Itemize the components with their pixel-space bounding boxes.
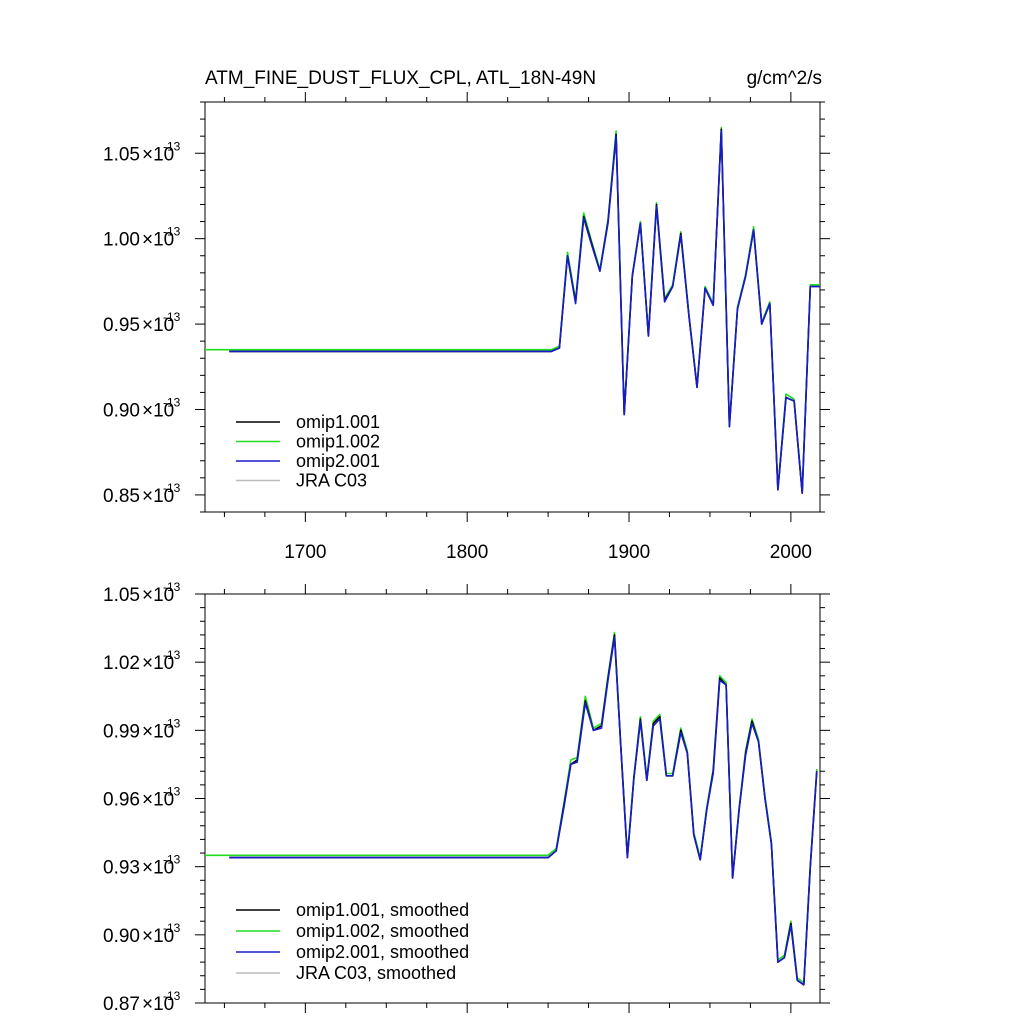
legend-label-omip1-001-smoothed: omip1.001, smoothed: [296, 900, 469, 920]
legend-label-omip2-001-smoothed: omip2.001, smoothed: [296, 942, 469, 962]
x-tick-label: 1800: [446, 542, 488, 563]
y-tick-label: 0.85: [103, 486, 140, 507]
y-tick-exponent: -13: [163, 921, 181, 935]
y-tick-label: 0.90: [103, 401, 140, 422]
chart-units: g/cm^2/s: [747, 68, 822, 89]
y-tick-times: ×10: [142, 401, 174, 422]
y-tick-label: 1.05: [103, 144, 140, 165]
y-tick-exponent: -13: [163, 853, 181, 867]
legend-label-omip1-001: omip1.001: [296, 412, 380, 432]
y-tick-exponent: -13: [163, 648, 181, 662]
y-tick-times: ×10: [142, 486, 174, 507]
legend-label-jra-c03-smoothed: JRA C03, smoothed: [296, 963, 456, 983]
y-tick-label: 0.90: [103, 926, 140, 947]
x-tick-label: 2000: [770, 542, 812, 563]
y-tick-times: ×10: [142, 858, 174, 879]
y-tick-label: 1.05: [103, 585, 140, 606]
y-tick-times: ×10: [142, 653, 174, 674]
y-tick-exponent: -13: [163, 310, 181, 324]
bottom-panel: 0.87 ×10-130.90 ×10-130.93 ×10-130.96 ×10-13…: [103, 580, 830, 1015]
y-tick-label: 1.02: [103, 653, 140, 674]
y-tick-times: ×10: [142, 585, 174, 606]
y-tick-times: ×10: [142, 315, 174, 336]
y-tick-exponent: -13: [163, 580, 181, 594]
legend-label-jra-c03: JRA C03: [296, 471, 367, 491]
y-tick-exponent: -13: [163, 716, 181, 730]
y-tick-exponent: -13: [163, 481, 181, 495]
y-tick-exponent: -13: [163, 396, 181, 410]
y-tick-times: ×10: [142, 994, 174, 1015]
y-tick-times: ×10: [142, 926, 174, 947]
x-tick-label: 1900: [608, 542, 650, 563]
y-tick-times: ×10: [142, 790, 174, 811]
y-tick-label: 0.93: [103, 858, 140, 879]
series-line-omip2-001-smoothed: [229, 636, 818, 986]
y-tick-label: 1.00: [103, 230, 140, 251]
y-tick-label: 0.99: [103, 721, 140, 742]
y-tick-times: ×10: [142, 230, 174, 251]
legend-label-omip1-002: omip1.002: [296, 432, 380, 452]
y-tick-times: ×10: [142, 144, 174, 165]
x-tick-label: 1700: [284, 542, 326, 563]
y-tick-exponent: -13: [163, 785, 181, 799]
series-line-omip2-001: [229, 130, 820, 495]
y-tick-label: 0.96: [103, 790, 140, 811]
y-tick-exponent: -13: [163, 989, 181, 1003]
legend-label-omip2-001: omip2.001: [296, 451, 380, 471]
y-tick-exponent: -13: [163, 225, 181, 239]
y-tick-exponent: -13: [163, 139, 181, 153]
y-tick-label: 0.87: [103, 994, 140, 1015]
legend-label-omip1-002-smoothed: omip1.002, smoothed: [296, 921, 469, 941]
y-tick-times: ×10: [142, 721, 174, 742]
y-tick-label: 0.95: [103, 315, 140, 336]
chart-title: ATM_FINE_DUST_FLUX_CPL, ATL_18N-49N: [205, 68, 596, 89]
